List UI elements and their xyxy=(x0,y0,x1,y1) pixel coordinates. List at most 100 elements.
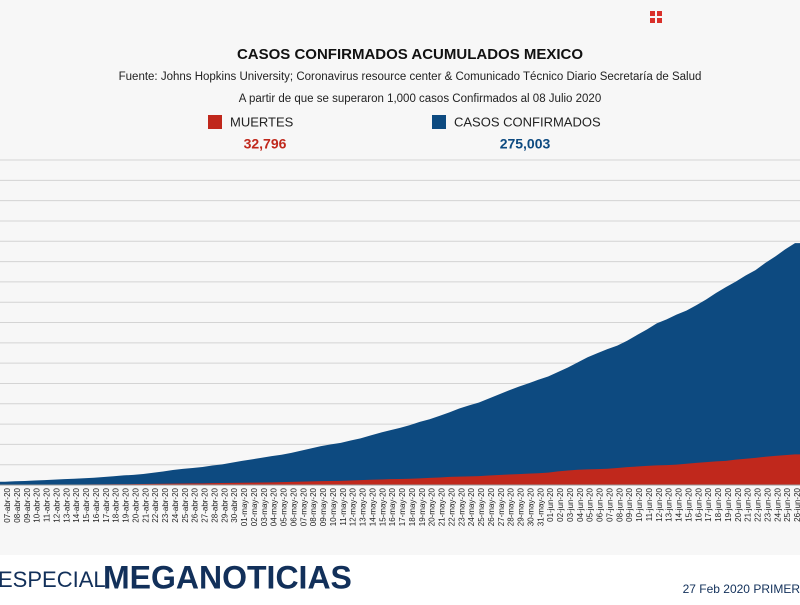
x-tick-label: 13-jun-20 xyxy=(665,487,674,521)
x-tick-label: 28-abr-20 xyxy=(210,487,219,522)
x-tick-label: 23-abr-20 xyxy=(161,487,170,522)
x-tick-label: 03-jun-20 xyxy=(566,487,575,521)
x-tick-label: 28-may-20 xyxy=(507,487,516,526)
x-tick-label: 10-may-20 xyxy=(329,487,338,526)
x-tick-label: 16-jun-20 xyxy=(694,487,703,521)
x-tick-label: 05-may-20 xyxy=(280,487,289,526)
x-tick-label: 13-abr-20 xyxy=(62,487,71,522)
legend-label: CASOS CONFIRMADOS xyxy=(454,114,601,129)
legend-swatch xyxy=(432,115,446,129)
x-tick-label: 09-abr-20 xyxy=(23,487,32,522)
x-tick-label: 10-jun-20 xyxy=(635,487,644,521)
x-tick-label: 11-abr-20 xyxy=(43,487,52,522)
logo xyxy=(650,18,655,23)
x-tick-label: 06-jun-20 xyxy=(596,487,605,521)
x-tick-label: 07-jun-20 xyxy=(605,487,614,521)
x-tick-label: 19-jun-20 xyxy=(724,487,733,521)
x-tick-label: 27-may-20 xyxy=(497,487,506,526)
x-tick-label: 20-jun-20 xyxy=(734,487,743,521)
legend-label: MUERTES xyxy=(230,114,294,129)
logo xyxy=(657,18,662,23)
chart-title: CASOS CONFIRMADOS ACUMULADOS MEXICO xyxy=(237,46,583,63)
x-tick-label: 05-jun-20 xyxy=(586,487,595,521)
x-tick-label: 19-abr-20 xyxy=(122,487,131,522)
x-tick-label: 13-may-20 xyxy=(359,487,368,526)
x-tick-label: 04-jun-20 xyxy=(576,487,585,521)
x-tick-label: 11-jun-20 xyxy=(645,487,654,521)
x-tick-label: 07-may-20 xyxy=(299,487,308,526)
x-tick-label: 15-abr-20 xyxy=(82,487,91,522)
brand: MEGANOTICIAS xyxy=(103,559,352,595)
x-tick-label: 01-jun-20 xyxy=(546,487,555,521)
x-tick-label: 01-may-20 xyxy=(240,487,249,526)
footer xyxy=(0,555,800,600)
brand-left: ESPECIAL xyxy=(0,567,106,592)
x-tick-label: 29-abr-20 xyxy=(220,487,229,522)
x-tick-label: 17-jun-20 xyxy=(704,487,713,521)
area xyxy=(0,243,800,485)
x-tick-label: 24-jun-20 xyxy=(773,487,782,521)
x-tick-label: 15-may-20 xyxy=(378,487,387,526)
x-tick-label: 15-jun-20 xyxy=(684,487,693,521)
x-tick-label: 09-jun-20 xyxy=(625,487,634,521)
x-tick-label: 30-may-20 xyxy=(526,487,535,526)
legend-total: 275,003 xyxy=(500,136,551,152)
x-tick-label: 21-abr-20 xyxy=(141,487,150,522)
x-tick-label: 17-may-20 xyxy=(398,487,407,526)
x-tick-label: 19-may-20 xyxy=(418,487,427,526)
x-tick-label: 31-may-20 xyxy=(536,487,545,526)
x-tick-label: 04-may-20 xyxy=(270,487,279,526)
x-tick-label: 27-abr-20 xyxy=(201,487,210,522)
x-tick-label: 11-may-20 xyxy=(339,487,348,525)
x-tick-label: 16-abr-20 xyxy=(92,487,101,522)
x-tick-label: 14-may-20 xyxy=(368,487,377,526)
logo xyxy=(657,11,662,16)
x-tick-label: 21-may-20 xyxy=(438,487,447,526)
x-tick-label: 10-abr-20 xyxy=(33,487,42,522)
x-tick-label: 20-may-20 xyxy=(428,487,437,526)
x-tick-label: 24-abr-20 xyxy=(171,487,180,522)
x-tick-label: 03-may-20 xyxy=(260,487,269,526)
x-tick-label: 22-jun-20 xyxy=(754,487,763,521)
x-tick-label: 20-abr-20 xyxy=(131,487,140,522)
x-tick-label: 18-may-20 xyxy=(408,487,417,526)
x-tick-label: 07-abr-20 xyxy=(3,487,12,522)
x-tick-label: 18-jun-20 xyxy=(714,487,723,521)
x-tick-label: 08-jun-20 xyxy=(615,487,624,521)
x-tick-label: 25-abr-20 xyxy=(181,487,190,522)
x-tick-label: 12-abr-20 xyxy=(52,487,61,522)
x-tick-label: 06-may-20 xyxy=(289,487,298,526)
legend-total: 32,796 xyxy=(244,136,287,152)
x-tick-label: 16-may-20 xyxy=(388,487,397,526)
x-tick-label: 09-may-20 xyxy=(319,487,328,526)
ticker: 27 Feb 2020 PRIMER xyxy=(683,582,800,596)
x-tick-label: 23-may-20 xyxy=(457,487,466,526)
x-tick-label: 25-jun-20 xyxy=(783,487,792,521)
x-tick-label: 29-may-20 xyxy=(517,487,526,526)
x-tick-label: 18-abr-20 xyxy=(112,487,121,522)
x-tick-label: 12-jun-20 xyxy=(655,487,664,521)
x-tick-label: 22-may-20 xyxy=(447,487,456,526)
x-tick-label: 02-jun-20 xyxy=(556,487,565,521)
x-tick-label: 23-jun-20 xyxy=(763,487,772,521)
x-tick-label: 22-abr-20 xyxy=(151,487,160,522)
x-tick-label: 12-may-20 xyxy=(349,487,358,526)
logo xyxy=(650,11,655,16)
x-tick-label: 02-may-20 xyxy=(250,487,259,526)
x-tick-label: 26-may-20 xyxy=(487,487,496,526)
area xyxy=(0,454,800,485)
x-tick-label: 26-abr-20 xyxy=(191,487,200,522)
x-tick-label: 14-abr-20 xyxy=(72,487,81,522)
x-tick-label: 08-abr-20 xyxy=(13,487,22,522)
legend-swatch xyxy=(208,115,222,129)
x-tick-label: 14-jun-20 xyxy=(675,487,684,521)
chart-subtitle: Fuente: Johns Hopkins University; Corona… xyxy=(119,71,702,83)
x-tick-label: 17-abr-20 xyxy=(102,487,111,522)
x-tick-label: 30-abr-20 xyxy=(230,487,239,522)
x-tick-label: 08-may-20 xyxy=(309,487,318,526)
x-tick-label: 25-may-20 xyxy=(477,487,486,526)
x-tick-label: 24-may-20 xyxy=(467,487,476,526)
